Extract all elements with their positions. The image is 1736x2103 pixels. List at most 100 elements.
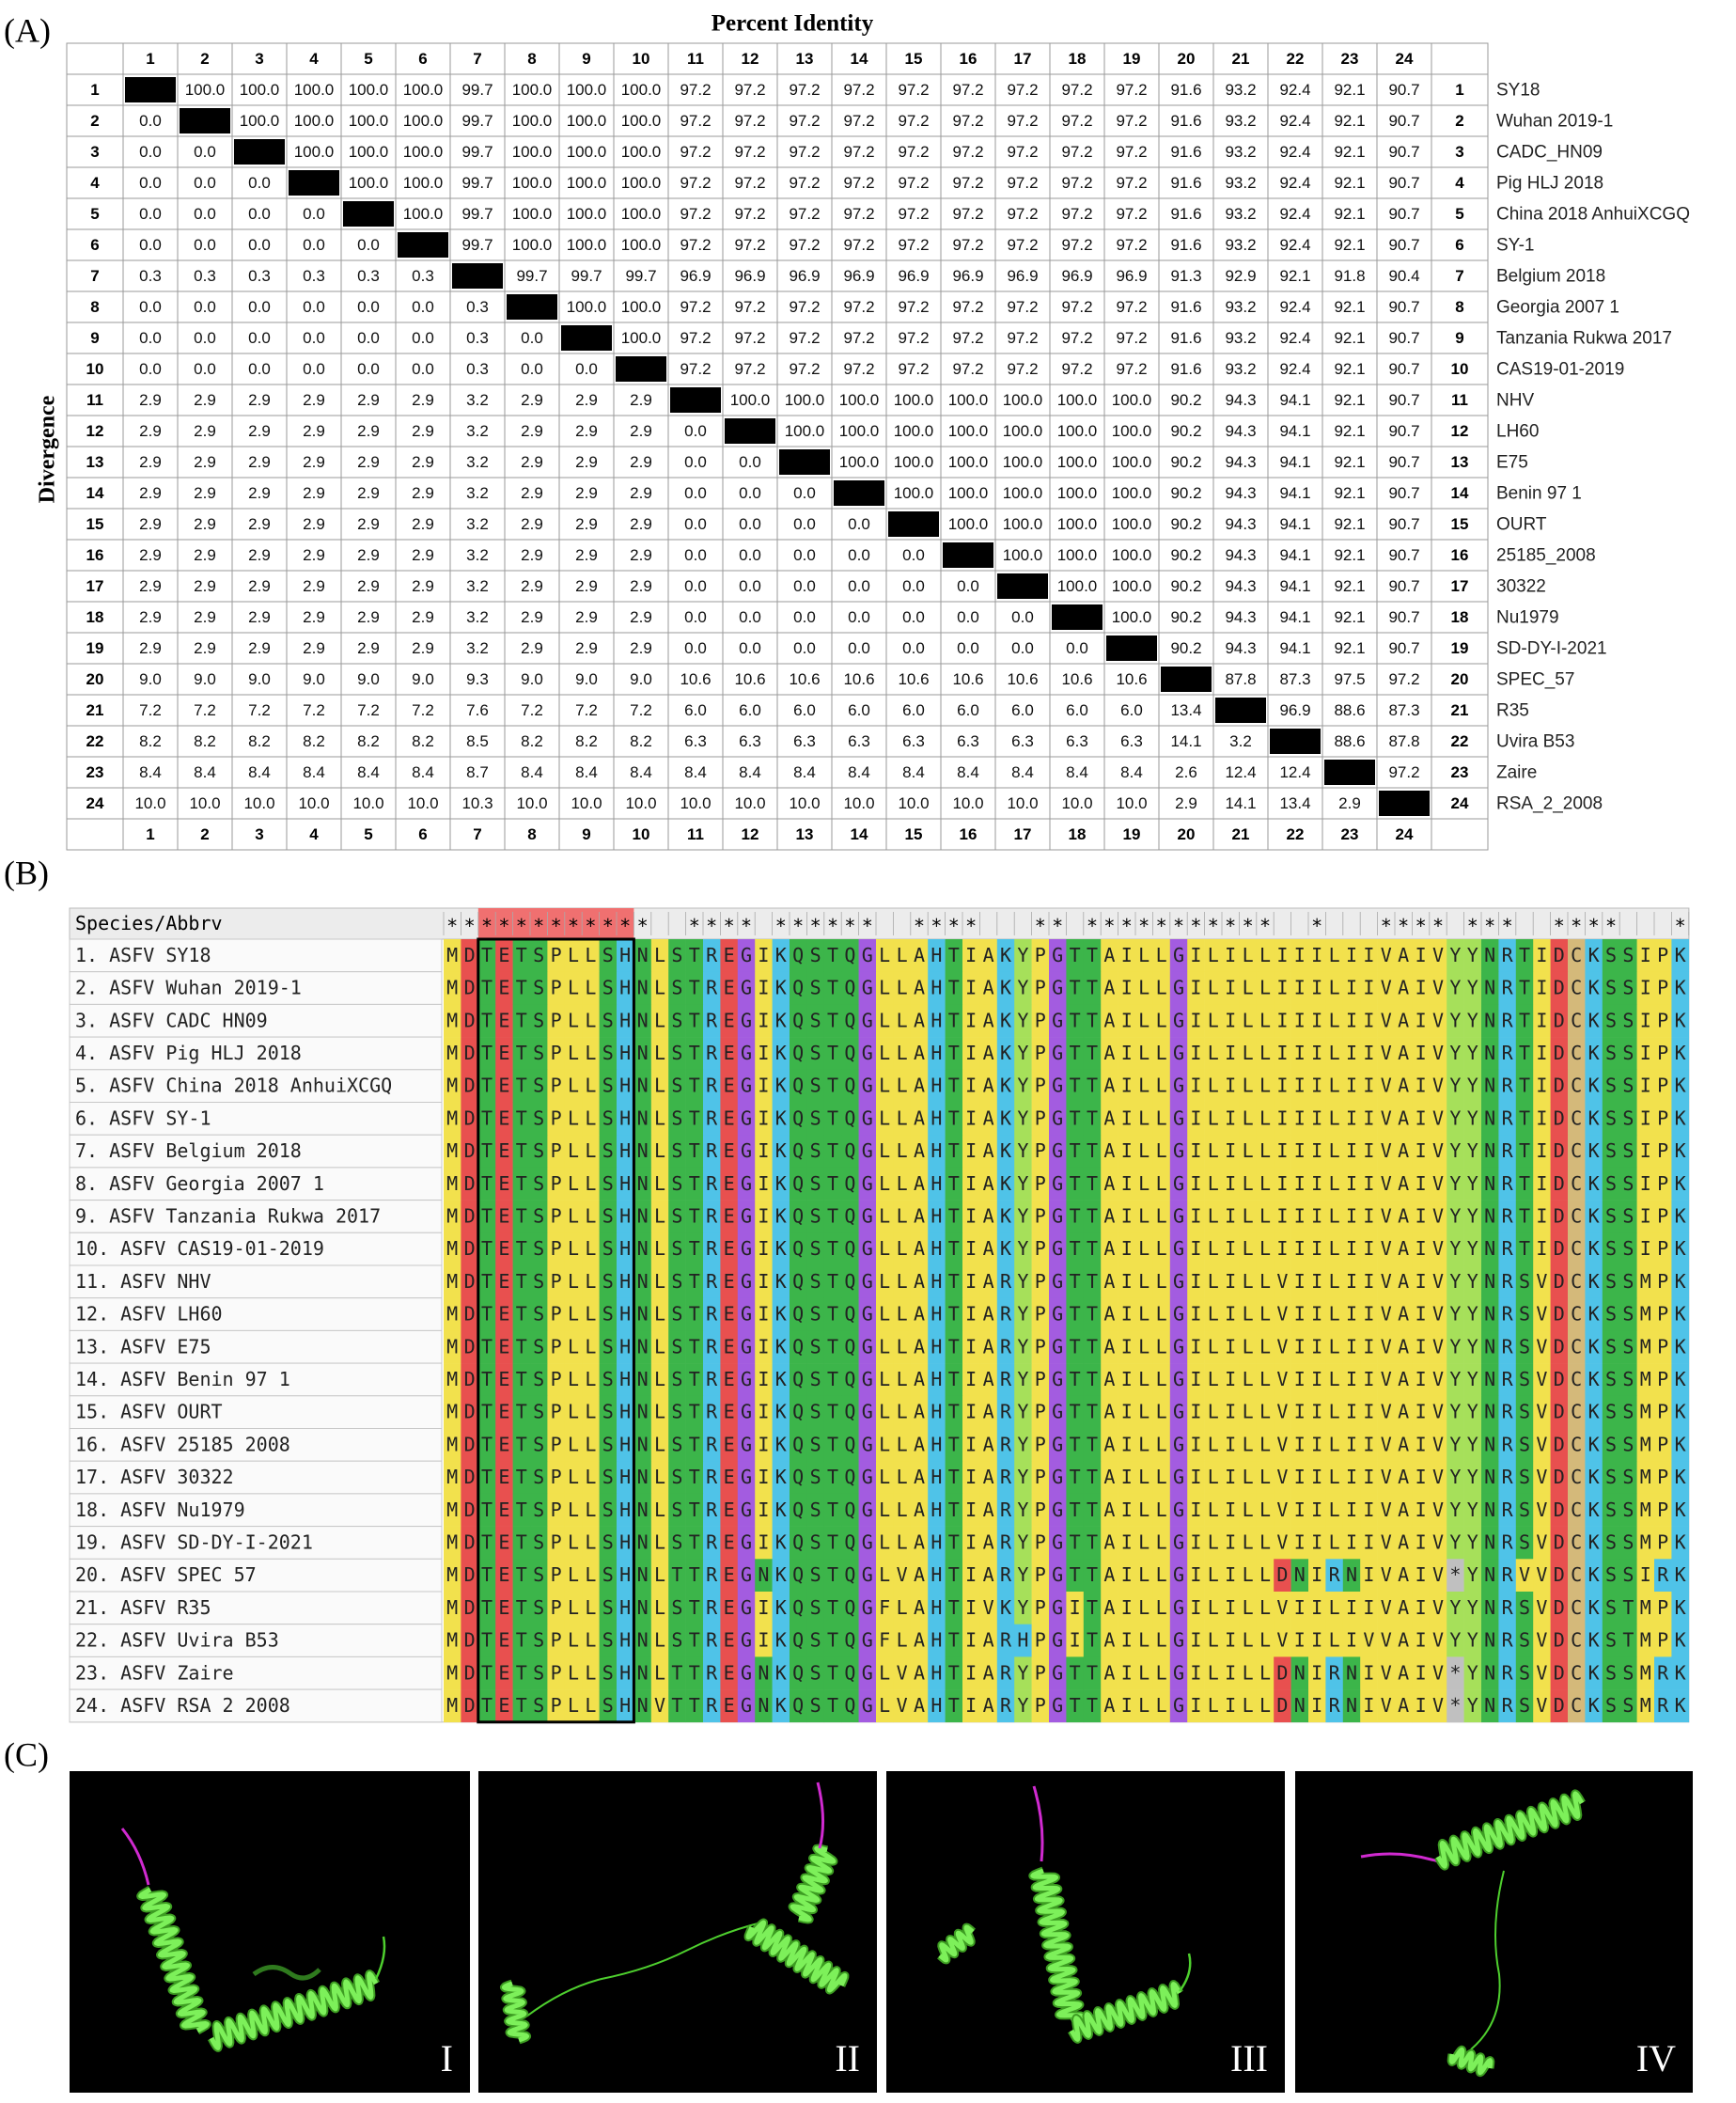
residue-cell — [1325, 1363, 1344, 1397]
header-cell — [613, 42, 669, 75]
matrix-value: 2.9 — [357, 484, 380, 502]
residue-cell — [1049, 1265, 1067, 1298]
residue-cell — [910, 1265, 929, 1298]
residue-cell — [1256, 1395, 1275, 1429]
index-cell — [1431, 384, 1489, 416]
matrix-value: 6.0 — [793, 701, 816, 719]
matrix-value: 91.3 — [1170, 267, 1201, 285]
diagonal-cell — [398, 232, 448, 258]
residue-cell — [703, 1363, 721, 1397]
matrix-value: 100.0 — [185, 81, 226, 99]
residue-cell — [790, 1102, 807, 1136]
residue-cell — [1429, 1135, 1447, 1169]
residue-cell — [928, 971, 946, 1005]
residue-cell — [1429, 1265, 1447, 1298]
sequence-name: 21. ASFV R35 — [75, 1596, 211, 1619]
matrix-value: 100.0 — [894, 422, 934, 440]
matrix-value: 92.1 — [1334, 81, 1365, 99]
residue-cell — [1325, 1135, 1344, 1169]
residue-cell — [1066, 1102, 1085, 1136]
residue-cell — [755, 1265, 773, 1298]
matrix-cell — [558, 601, 615, 634]
matrix-cell — [286, 508, 342, 541]
residue-cell — [1187, 1037, 1205, 1071]
matrix-cell — [1267, 539, 1323, 572]
residue-cell — [806, 1004, 825, 1038]
matrix-value: 0.0 — [194, 236, 216, 254]
residue-cell — [1118, 1135, 1136, 1169]
residue-cell — [1101, 1037, 1118, 1071]
matrix-value: 2.9 — [1338, 794, 1361, 812]
residue-cell — [1169, 1004, 1188, 1038]
matrix-value: 0.0 — [793, 515, 816, 533]
matrix-cell — [286, 353, 342, 385]
matrix-cell — [1103, 570, 1160, 603]
matrix-value: 97.2 — [1116, 81, 1147, 99]
matrix-cell — [449, 787, 506, 820]
matrix-cell — [1049, 446, 1105, 479]
matrix-cell — [776, 290, 833, 323]
matrix-cell — [1376, 104, 1432, 137]
matrix-cell — [667, 477, 724, 510]
index-cell — [66, 539, 124, 572]
residue-cell — [495, 1004, 513, 1038]
index-label: 2 — [200, 825, 209, 843]
matrix-value: 100.0 — [1003, 422, 1043, 440]
matrix-value: 3.2 — [466, 515, 489, 533]
residue-cell — [1481, 1135, 1499, 1169]
matrix-value: 96.9 — [734, 267, 765, 285]
residue-cell — [1066, 1135, 1085, 1169]
matrix-value: 97.2 — [1007, 329, 1038, 347]
matrix-value: 9.0 — [248, 670, 271, 688]
residue-cell — [1395, 1037, 1413, 1071]
residue-cell — [1222, 1004, 1240, 1038]
matrix-value: 92.1 — [1334, 608, 1365, 626]
matrix-value: 97.2 — [952, 205, 983, 223]
matrix-value: 6.0 — [684, 701, 707, 719]
residue-cell — [1568, 1330, 1586, 1364]
matrix-cell — [558, 73, 615, 106]
matrix-value: 2.9 — [357, 546, 380, 564]
matrix-value: 0.0 — [357, 298, 380, 316]
residue-cell — [685, 1297, 704, 1331]
residue-cell — [1066, 1200, 1085, 1233]
residue-cell — [1325, 1102, 1344, 1136]
matrix-value: 0.0 — [303, 205, 325, 223]
matrix-value: 97.2 — [843, 298, 874, 316]
residue-cell — [962, 1102, 980, 1136]
index-cell — [1431, 756, 1489, 789]
matrix-cell — [667, 322, 724, 354]
matrix-cell — [395, 601, 451, 634]
matrix-value: 97.2 — [1116, 360, 1147, 378]
residue-cell — [1239, 1297, 1258, 1331]
matrix-value: 92.1 — [1334, 174, 1365, 192]
matrix-value: 2.9 — [194, 546, 216, 564]
index-label: 16 — [960, 825, 977, 843]
index-label: 21 — [1232, 50, 1250, 68]
residue-cell — [737, 1004, 756, 1038]
matrix-value: 100.0 — [621, 236, 662, 254]
matrix-cell — [1049, 73, 1105, 106]
residue-cell — [1187, 1167, 1205, 1201]
residue-cell — [564, 1037, 583, 1071]
matrix-value: 2.9 — [357, 608, 380, 626]
residue-cell — [1447, 1200, 1464, 1233]
matrix-value: 94.1 — [1279, 453, 1310, 471]
matrix-cell — [776, 384, 833, 416]
residue-cell — [547, 1037, 566, 1071]
matrix-cell — [831, 539, 887, 572]
residue-cell — [599, 1297, 618, 1331]
residue-cell — [772, 1232, 790, 1266]
residue-cell — [1585, 1330, 1603, 1364]
diagonal-cell — [452, 263, 503, 289]
residue-cell — [876, 1037, 894, 1071]
matrix-value: 97.2 — [1061, 329, 1092, 347]
residue-cell — [1239, 939, 1258, 972]
index-cell — [1431, 104, 1489, 137]
matrix-value: 0.0 — [139, 174, 162, 192]
index-label: 9 — [90, 329, 99, 347]
matrix-value: 96.9 — [680, 267, 711, 285]
index-label: 13 — [1451, 453, 1469, 471]
matrix-value: 90.7 — [1388, 422, 1419, 440]
residue-cell — [1222, 1232, 1240, 1266]
